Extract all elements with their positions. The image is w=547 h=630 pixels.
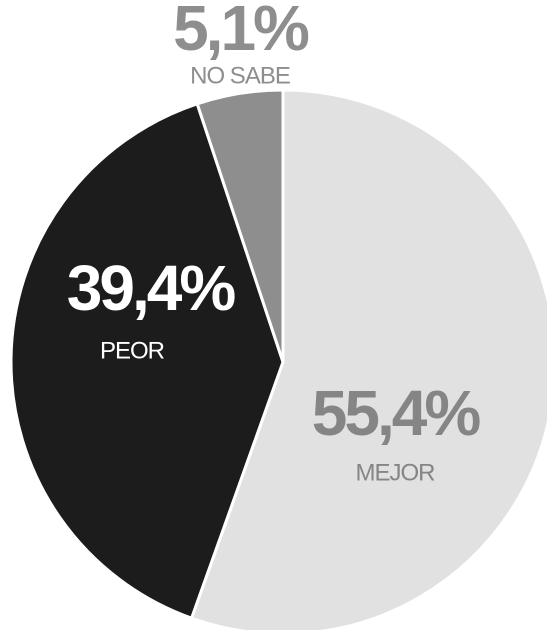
value-label: 5,1% <box>173 0 309 64</box>
pie-slice <box>9 102 285 620</box>
value-label: 39,4% <box>67 252 236 324</box>
category-label: PEOR <box>100 337 165 364</box>
pie-slice <box>195 88 285 364</box>
value-label: 55,4% <box>312 377 481 449</box>
pie-slice <box>190 88 547 630</box>
category-label: NO SABE <box>190 62 290 89</box>
category-label: MEJOR <box>356 459 436 486</box>
